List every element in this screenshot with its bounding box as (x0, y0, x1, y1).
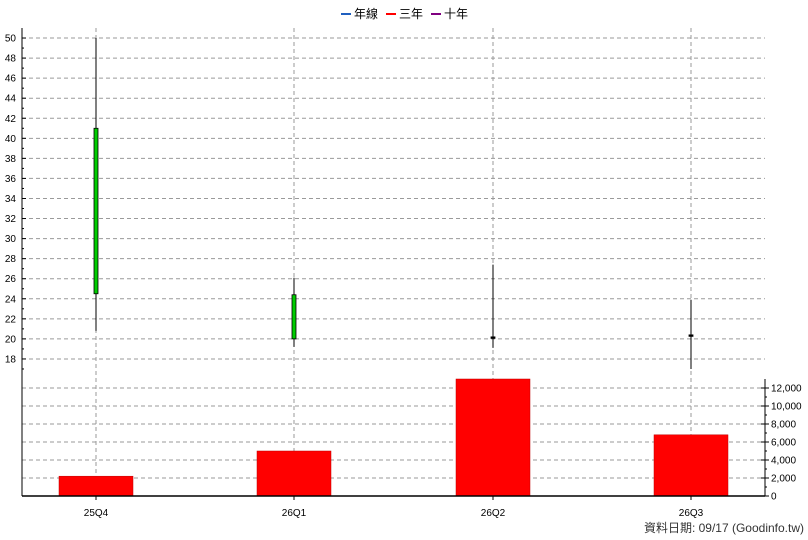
volume-tick-label: 10,000 (771, 402, 802, 413)
price-tick-label: 48 (5, 54, 17, 65)
grid (22, 28, 765, 496)
price-tick-label: 18 (5, 354, 17, 365)
volume-tick-label: 0 (771, 492, 777, 503)
price-tick-label: 20 (5, 334, 17, 345)
legend: 年線 三年 十年 (341, 6, 468, 21)
legend-item-1: 年線 (341, 6, 378, 21)
legend-label-1: 年線 (354, 6, 378, 21)
legend-item-2: 三年 (386, 7, 423, 21)
legend-item-3: 十年 (431, 7, 468, 21)
candle-body (291, 294, 297, 340)
volume-bars (58, 378, 729, 497)
candle-body (688, 334, 694, 337)
x-tick-label: 26Q3 (679, 508, 704, 519)
x-tick-label: 25Q4 (84, 508, 109, 519)
candle-body (490, 336, 496, 339)
price-tick-label: 38 (5, 154, 17, 165)
price-tick-label: 36 (5, 174, 17, 185)
volume-tick-label: 8,000 (771, 420, 796, 431)
volume-tick-label: 4,000 (771, 456, 796, 467)
price-tick-label: 24 (5, 294, 17, 305)
volume-tick-label: 6,000 (771, 438, 796, 449)
volume-bar (58, 475, 134, 497)
price-tick-label: 22 (5, 314, 17, 325)
legend-label-2: 三年 (399, 7, 423, 21)
price-tick-label: 40 (5, 134, 17, 145)
price-tick-label: 42 (5, 114, 17, 125)
volume-tick-label: 12,000 (771, 384, 802, 395)
price-tick-label: 44 (5, 94, 17, 105)
price-axis-ticks: 18 20 22 24 26 28 30 32 34 36 38 40 42 44 46 48 50 (5, 34, 26, 370)
x-tick-label: 26Q1 (282, 508, 307, 519)
volume-bar (455, 378, 531, 497)
candle-body (93, 127, 99, 295)
axes (21, 28, 766, 497)
credit-text: 資料日期: 09/17 (Goodinfo.tw) (644, 521, 804, 535)
legend-label-3: 十年 (444, 7, 468, 21)
price-tick-label: 34 (5, 194, 17, 205)
price-tick-label: 26 (5, 274, 17, 285)
volume-tick-label: 2,000 (771, 474, 796, 485)
price-tick-label: 30 (5, 234, 17, 245)
volume-bar (256, 450, 332, 497)
price-tick-label: 28 (5, 254, 17, 265)
x-axis-ticks: 25Q4 26Q1 26Q2 26Q3 (84, 496, 704, 519)
x-tick-label: 26Q2 (481, 508, 506, 519)
price-tick-label: 32 (5, 214, 17, 225)
price-tick-label: 46 (5, 74, 17, 85)
candles (93, 38, 694, 369)
price-tick-label: 50 (5, 34, 17, 45)
volume-bar (653, 434, 729, 497)
volume-axis-ticks: 0 2,000 4,000 6,000 8,000 10,000 12,000 (761, 384, 802, 503)
